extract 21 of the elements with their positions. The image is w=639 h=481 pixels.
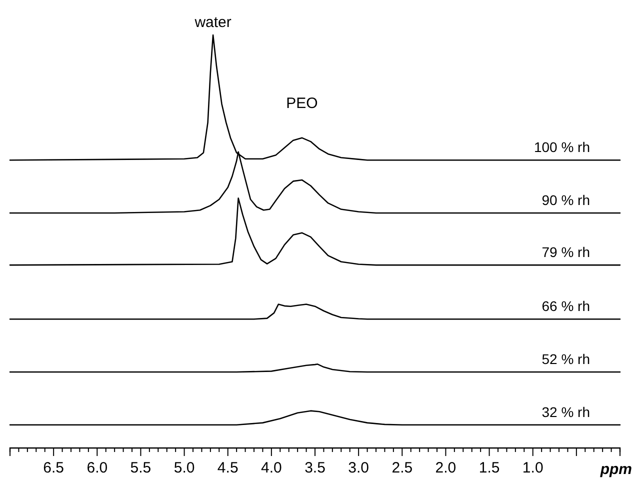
- x-axis-title: ppm: [599, 461, 632, 478]
- x-tick-label: 3.5: [304, 460, 326, 477]
- series-label: 66 % rh: [542, 298, 590, 314]
- x-tick-label: 2.0: [435, 460, 456, 477]
- x-tick-label: 1.5: [478, 460, 500, 477]
- x-tick-label: 6.5: [43, 460, 64, 477]
- series-label: 90 % rh: [542, 192, 590, 208]
- annotation: water: [194, 14, 232, 31]
- x-tick-label: 4.0: [261, 460, 282, 477]
- x-tick-label: 3.0: [348, 460, 369, 477]
- x-tick-label: 4.5: [217, 460, 238, 477]
- series-label: 79 % rh: [542, 244, 590, 260]
- series-label: 100 % rh: [534, 139, 590, 156]
- x-tick-label: 5.5: [130, 460, 152, 477]
- x-tick-label: 1.0: [522, 460, 544, 477]
- x-tick-label: 5.0: [174, 460, 195, 477]
- series-label: 52 % rh: [542, 351, 590, 368]
- x-tick-label: 6.0: [86, 460, 108, 477]
- annotation: PEO: [286, 94, 318, 112]
- x-tick-label: 2.5: [392, 460, 413, 477]
- series-label: 32 % rh: [542, 404, 590, 420]
